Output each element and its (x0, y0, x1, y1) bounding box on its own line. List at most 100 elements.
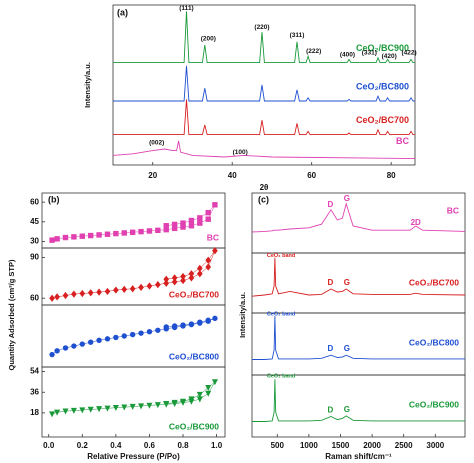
band-label: CeO₂ band (267, 253, 295, 259)
peak-label: (311) (290, 32, 305, 39)
marker (79, 407, 86, 414)
series-label: BC (396, 136, 409, 146)
marker (129, 403, 136, 410)
marker (96, 337, 102, 343)
marker (138, 330, 144, 336)
peak-label: (111) (179, 5, 193, 12)
trace-line (251, 257, 466, 297)
marker (171, 278, 178, 286)
marker (180, 398, 187, 405)
plot-frame (251, 374, 466, 438)
peak-label: (200) (201, 35, 216, 42)
band-label: D (327, 405, 333, 414)
x-tick-label: 60 (307, 171, 316, 180)
trace-line (113, 65, 415, 102)
marker (87, 339, 94, 345)
peak-label: (100) (233, 149, 248, 156)
peak-label: (222) (306, 48, 321, 55)
marker (121, 230, 127, 236)
marker (171, 274, 178, 282)
marker (188, 274, 195, 282)
trace-line (113, 11, 415, 64)
x-tick-label: 1.0 (211, 441, 223, 450)
marker (146, 402, 153, 409)
marker (96, 232, 102, 238)
x-tick-label: 2000 (363, 441, 381, 450)
marker (180, 276, 186, 285)
y-tick-label: 60 (30, 197, 39, 206)
band-label: 2D (411, 218, 421, 227)
marker (54, 293, 60, 301)
marker (104, 231, 111, 237)
y-tick-label: 45 (30, 217, 39, 226)
marker (62, 408, 69, 415)
band-label: G (344, 278, 350, 287)
x-tick-label: 0.6 (144, 441, 156, 450)
peak-label: (002) (149, 139, 164, 146)
marker (79, 289, 86, 298)
trace-line (252, 379, 465, 422)
marker (212, 247, 218, 255)
marker (146, 282, 153, 290)
marker (104, 287, 111, 296)
marker (146, 228, 153, 234)
marker (196, 264, 203, 272)
x-axis-label: Relative Pressure (P/Po) (87, 452, 180, 461)
plot-frame (112, 4, 416, 166)
x-axis-label: 2θ (260, 183, 269, 192)
marker (71, 234, 77, 240)
marker (62, 345, 69, 351)
marker (205, 256, 212, 264)
marker (205, 317, 211, 323)
marker (104, 336, 111, 342)
marker (70, 407, 77, 414)
marker (129, 331, 136, 338)
marker (62, 291, 69, 300)
marker (79, 233, 85, 239)
marker (49, 237, 55, 243)
x-tick-label: 40 (228, 171, 237, 180)
marker (62, 234, 69, 241)
band-label: D (327, 344, 333, 353)
x-tick-label: 0.0 (43, 441, 55, 450)
series-label: BC (207, 232, 219, 242)
marker (197, 220, 203, 226)
marker (163, 279, 170, 287)
marker (121, 404, 128, 411)
peak-label: (331) (362, 50, 377, 57)
panel-label: (c) (258, 194, 269, 204)
band-label: G (344, 405, 350, 414)
marker (163, 275, 170, 283)
marker (96, 406, 103, 413)
y-tick-label: 60 (30, 293, 39, 302)
series-label: CeO₂/BC800 (356, 81, 409, 91)
peak-label: (420) (382, 53, 397, 60)
peak-label: (422) (401, 50, 416, 57)
series-label: CeO₂/BC700 (409, 277, 459, 287)
y-tick-label: 30 (30, 237, 39, 246)
y-axis-label: Intensity/a.u. (83, 62, 92, 108)
y-tick-label: 90 (30, 253, 39, 262)
marker (87, 232, 94, 239)
y-tick-label: 54 (30, 367, 39, 376)
x-axis-label: Raman shift/cm⁻¹ (325, 452, 392, 461)
marker (87, 406, 94, 413)
series-label: CeO₂/BC900 (409, 399, 459, 409)
marker (205, 384, 212, 391)
marker (212, 202, 218, 208)
trace-line (113, 99, 415, 136)
marker (205, 390, 212, 397)
series-label: BC (447, 205, 459, 215)
marker (54, 409, 61, 416)
peak-label: (220) (254, 24, 269, 31)
series-label: CeO₂/BC800 (409, 337, 459, 347)
marker (180, 322, 186, 328)
x-tick-label: 3000 (426, 441, 444, 450)
marker (129, 229, 136, 235)
marker (197, 215, 203, 221)
marker (121, 285, 128, 294)
marker (146, 329, 153, 335)
band-label: D (327, 278, 333, 287)
band-label: CeO₂ band (267, 312, 295, 318)
marker (54, 236, 60, 242)
